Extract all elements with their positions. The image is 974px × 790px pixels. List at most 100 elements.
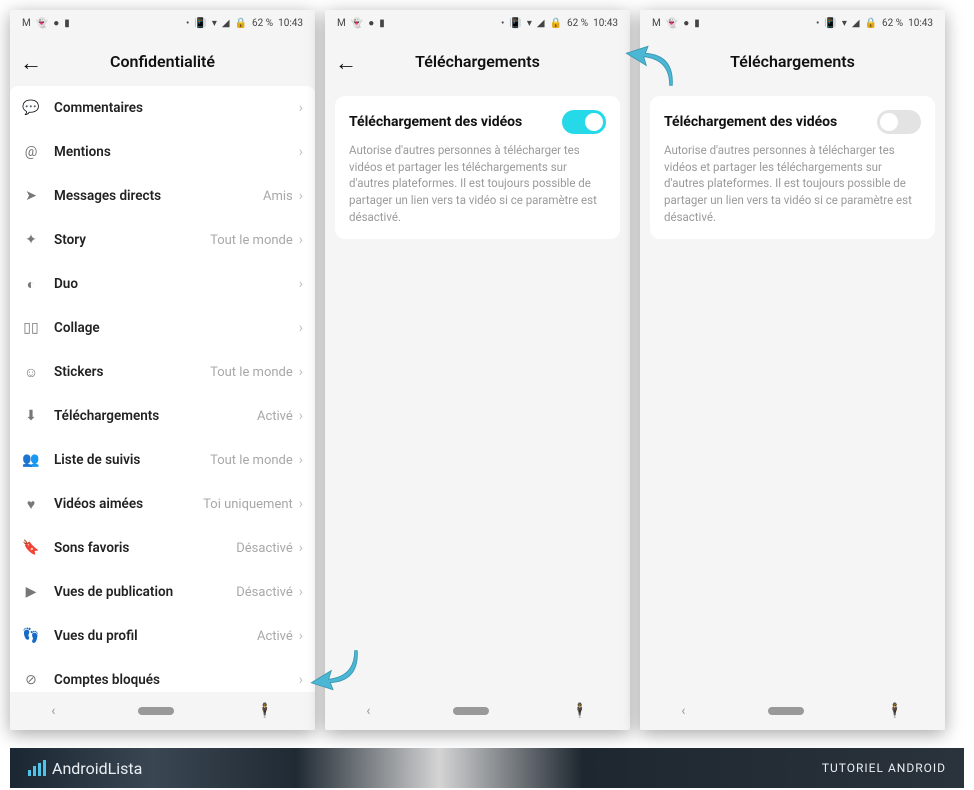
chevron-right-icon: › (299, 628, 303, 644)
video-download-toggle[interactable] (562, 110, 606, 134)
header: Téléchargements (640, 36, 945, 86)
row-value: Amis (263, 189, 293, 204)
brand-logo: AndroidLista (28, 759, 142, 778)
page-title: Confidentialité (110, 52, 215, 71)
phone-screen-3: M👻●▮ •📳▾◢🔒62 %10:43 Téléchargements Télé… (640, 10, 945, 730)
nav-home-icon[interactable] (453, 707, 489, 715)
settings-body: 💬Commentaires› @ Mentions › ➤ Messages direct… (10, 86, 315, 692)
row-value: Désactivé (236, 585, 293, 600)
battery-icon: 🔒 (235, 18, 247, 29)
chevron-right-icon: › (299, 408, 303, 424)
row-value: Activé (257, 629, 293, 644)
row-icon: ▶ (22, 584, 40, 600)
chevron-right-icon: › (299, 540, 303, 556)
chevron-right-icon: › (299, 320, 303, 336)
settings-row[interactable]: ♥Vidéos aiméesToi uniquement› (10, 482, 315, 526)
time-text: 10:43 (278, 18, 303, 29)
row-icon: ▯▯ (22, 320, 40, 336)
page-title: Téléchargements (415, 52, 540, 71)
settings-row[interactable]: ✦StoryTout le monde› (10, 218, 315, 262)
card-description: Autorise d'autres personnes à télécharge… (664, 142, 921, 225)
row-icon: ⬇ (22, 408, 40, 424)
nav-home-icon[interactable] (768, 707, 804, 715)
settings-row[interactable]: 👣Vues du profilActivé› (10, 614, 315, 658)
phone-screen-2: M👻●▮ •📳▾◢🔒62 %10:43 ← Téléchargements Té… (325, 10, 630, 730)
settings-row[interactable]: ▯▯Collage› (10, 306, 315, 350)
nav-back-icon[interactable]: ‹ (366, 703, 370, 719)
row-icon: ➤ (22, 188, 40, 204)
settings-row[interactable]: 💬Commentaires› (10, 86, 315, 130)
nav-accessibility-icon[interactable]: 🕴 (571, 703, 588, 719)
chevron-right-icon: › (299, 188, 303, 204)
gmail-icon: M (22, 18, 31, 29)
back-button[interactable]: ← (20, 50, 42, 76)
status-left: M 👻 ● ▮ (22, 18, 70, 29)
nav-accessibility-icon[interactable]: 🕴 (886, 703, 903, 719)
header: ← Confidentialité (10, 36, 315, 86)
row-label: Vidéos aimées (54, 496, 203, 512)
row-label: Story (54, 232, 210, 248)
row-icon: @ (22, 144, 40, 160)
row-value: Activé (257, 409, 293, 424)
row-value: Désactivé (236, 541, 293, 556)
video-download-toggle[interactable] (877, 110, 921, 134)
chevron-right-icon: › (299, 232, 303, 248)
nav-back-icon[interactable]: ‹ (681, 703, 685, 719)
settings-list: 💬Commentaires› @ Mentions › ➤ Messages direct… (10, 86, 315, 692)
status-right: • 📳 ▾ ◢ 🔒 62 % 10:43 (186, 18, 303, 29)
row-label: Comptes bloqués (54, 672, 299, 688)
chevron-right-icon: › (299, 100, 303, 116)
row-label: Liste de suivis (54, 452, 210, 468)
row-value: Tout le monde (210, 453, 293, 468)
row-label: Sons favoris (54, 540, 236, 556)
snapchat-icon: 👻 (36, 18, 48, 29)
row-value: Toi uniquement (203, 497, 293, 512)
row-icon: ⊘ (22, 672, 40, 688)
row-icon: 💬 (22, 100, 40, 116)
footer-banner: AndroidLista TUTORIEL ANDROID (10, 748, 964, 788)
chevron-right-icon: › (299, 672, 303, 688)
chevron-right-icon: › (299, 584, 303, 600)
row-label: Messages directs (54, 188, 263, 204)
row-label: Mentions (54, 144, 299, 160)
row-icon: ✦ (22, 232, 40, 248)
row-value: Tout le monde (210, 365, 293, 380)
dot-icon: • (186, 18, 189, 29)
settings-row[interactable]: ◐Duo› (10, 262, 315, 306)
settings-row[interactable]: ⊘ Comptes bloqués› (10, 658, 315, 692)
download-card: Téléchargement des vidéos Autorise d'aut… (335, 96, 620, 239)
settings-row[interactable]: @Mentions› (10, 130, 315, 174)
row-icon: 🔖 (22, 540, 40, 556)
footer-tag: TUTORIEL ANDROID (822, 761, 946, 775)
row-label: Stickers (54, 364, 210, 380)
download-card: Téléchargement des vidéos Autorise d'aut… (650, 96, 935, 239)
brand-bars-icon (28, 760, 46, 776)
settings-row[interactable]: ☺StickersTout le monde› (10, 350, 315, 394)
settings-row[interactable]: ⬇ TéléchargementsActivé › (10, 394, 315, 438)
chevron-right-icon: › (299, 276, 303, 292)
chevron-right-icon: › (299, 364, 303, 380)
settings-row[interactable]: 👥Liste de suivisTout le monde› (10, 438, 315, 482)
row-label: Duo (54, 276, 299, 292)
phone-screen-1: M 👻 ● ▮ • 📳 ▾ ◢ 🔒 62 % 10:43 ← Confident… (10, 10, 315, 730)
row-label: Téléchargements (54, 408, 257, 424)
nav-bar: ‹ 🕴 (640, 692, 945, 730)
card-title: Téléchargement des vidéos (349, 114, 522, 130)
nav-bar: ‹ 🕴 (325, 692, 630, 730)
signal-icon: ◢ (222, 18, 230, 29)
brand-text: AndroidLista (52, 759, 142, 778)
settings-row[interactable]: ▶ Vues de publicationDésactivé › (10, 570, 315, 614)
row-icon: ♥ (22, 496, 40, 513)
row-label: Vues de publication (54, 584, 236, 600)
dnd-icon: ● (53, 18, 59, 29)
settings-row[interactable]: 🔖 Sons favorisDésactivé › (10, 526, 315, 570)
nav-home-icon[interactable] (138, 707, 174, 715)
nav-back-icon[interactable]: ‹ (51, 703, 55, 719)
row-icon: 👥 (22, 452, 40, 468)
settings-row[interactable]: ➤ Messages directsAmis › (10, 174, 315, 218)
wifi-icon: ▾ (212, 18, 217, 29)
nav-accessibility-icon[interactable]: 🕴 (256, 703, 273, 719)
back-button[interactable]: ← (335, 50, 357, 76)
status-bar: M 👻 ● ▮ • 📳 ▾ ◢ 🔒 62 % 10:43 (10, 10, 315, 36)
page-title: Téléchargements (730, 52, 855, 71)
